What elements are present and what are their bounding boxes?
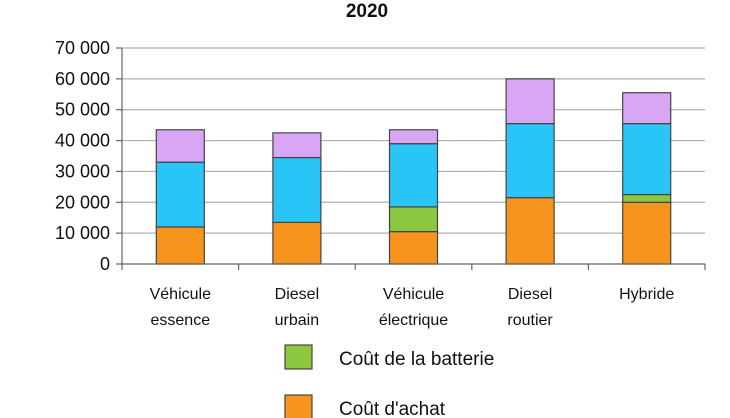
y-tick-label: 70 000 [55,38,110,58]
bar-segment [622,92,672,125]
y-tick-label: 60 000 [55,69,110,89]
legend-label: Coût de la batterie [339,349,494,370]
bar-segment [505,122,555,199]
y-tick-label: 30 000 [55,161,110,181]
bar-segment [505,78,555,125]
bar-segment [388,129,439,145]
y-tick-label: 20 000 [55,192,110,212]
x-axis: Véhicule essence Diesel urbain Véhicule élect… [121,263,706,329]
bars [155,78,672,265]
bar-segment [388,206,439,233]
bar-segment [505,197,555,265]
x-category-label: Diesel urbain [275,286,319,329]
bar-segment [388,143,439,208]
bar-segment [155,129,205,163]
bar-segment [155,161,205,228]
x-category-label: Véhicule essence [150,286,211,329]
x-category-label: Véhicule électrique [379,286,448,329]
bar-segment [272,132,322,159]
chart-title: 2020 [346,1,388,22]
y-tick-label: 10 000 [55,223,110,243]
bar-segment [272,156,322,223]
legend-label: Coût d'achat [339,399,446,418]
legend-swatch [284,344,313,370]
y-axis: 0 10 000 20 000 30 000 40 000 50 000 60 000 70 … [55,38,123,274]
bar-segment [155,226,205,265]
bar-segment [622,201,672,265]
legend-swatch [284,394,313,418]
x-category-label: Hybride [619,286,674,303]
x-category-label: Diesel routier [507,286,553,329]
legend: Coût de la batterie Coût d'achat [284,344,494,418]
bar-segment [272,221,322,265]
y-tick-label: 0 [100,254,110,274]
bar-segment [622,122,672,196]
bar-segment [622,193,672,203]
bar-segment [388,231,439,265]
y-tick-label: 50 000 [55,100,110,120]
y-tick-label: 40 000 [55,131,110,151]
